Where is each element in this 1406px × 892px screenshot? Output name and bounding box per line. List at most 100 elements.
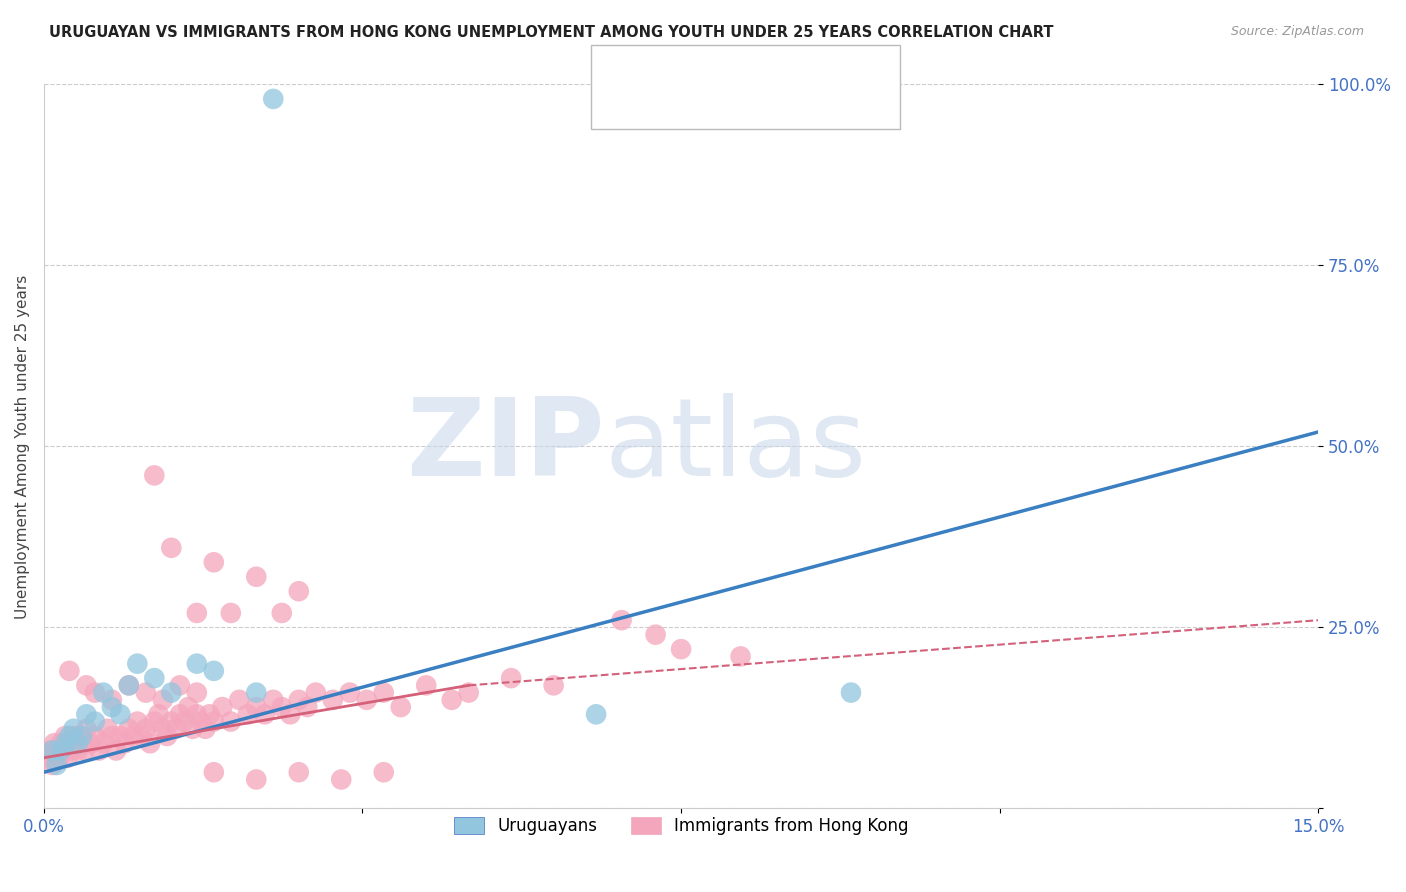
- Point: [457, 685, 479, 699]
- Point: [131, 729, 153, 743]
- Point: [202, 765, 225, 780]
- Point: [66, 743, 89, 757]
- Point: [75, 722, 97, 736]
- Point: [186, 606, 208, 620]
- Point: [58, 736, 80, 750]
- Point: [186, 657, 208, 671]
- Point: [211, 700, 233, 714]
- Text: ZIP: ZIP: [406, 393, 605, 500]
- Point: [501, 671, 523, 685]
- Point: [122, 729, 145, 743]
- Point: [190, 714, 212, 729]
- Point: [165, 722, 187, 736]
- Point: [41, 743, 63, 757]
- Point: [70, 736, 93, 750]
- Point: [52, 743, 75, 757]
- Point: [287, 584, 309, 599]
- Point: [169, 707, 191, 722]
- Point: [79, 736, 101, 750]
- Point: [143, 671, 166, 685]
- Point: [287, 765, 309, 780]
- Point: [69, 729, 91, 743]
- Point: [202, 714, 225, 729]
- Text: atlas: atlas: [605, 393, 866, 500]
- Point: [160, 685, 183, 699]
- Point: [198, 707, 221, 722]
- Legend: Uruguayans, Immigrants from Hong Kong: Uruguayans, Immigrants from Hong Kong: [446, 809, 917, 844]
- Point: [160, 714, 183, 729]
- Point: [610, 613, 633, 627]
- Point: [669, 642, 692, 657]
- Point: [152, 693, 174, 707]
- Point: [373, 765, 395, 780]
- Point: [135, 722, 157, 736]
- Point: [339, 685, 361, 699]
- Point: [135, 685, 157, 699]
- Text: R =: R =: [641, 64, 681, 82]
- Point: [202, 664, 225, 678]
- Point: [644, 628, 666, 642]
- Point: [160, 541, 183, 555]
- Point: [356, 693, 378, 707]
- Point: [65, 736, 87, 750]
- Point: [110, 707, 132, 722]
- Point: [245, 772, 267, 787]
- Point: [262, 693, 284, 707]
- Point: [75, 678, 97, 692]
- Point: [49, 736, 72, 750]
- Point: [181, 722, 204, 736]
- Point: [53, 736, 76, 750]
- Point: [37, 751, 59, 765]
- Point: [139, 736, 162, 750]
- Point: [219, 714, 242, 729]
- Point: [169, 678, 191, 692]
- Point: [93, 736, 115, 750]
- Text: 23: 23: [780, 64, 806, 82]
- Text: 0.230: 0.230: [681, 90, 737, 108]
- Point: [177, 700, 200, 714]
- Point: [42, 736, 65, 750]
- Point: [839, 685, 862, 699]
- Point: [53, 729, 76, 743]
- Point: [305, 685, 328, 699]
- Point: [75, 707, 97, 722]
- Point: [83, 714, 105, 729]
- Point: [83, 729, 105, 743]
- Point: [270, 700, 292, 714]
- Point: [70, 729, 93, 743]
- Text: URUGUAYAN VS IMMIGRANTS FROM HONG KONG UNEMPLOYMENT AMONG YOUTH UNDER 25 YEARS C: URUGUAYAN VS IMMIGRANTS FROM HONG KONG U…: [49, 25, 1053, 40]
- Text: R =: R =: [641, 90, 681, 108]
- Point: [270, 606, 292, 620]
- Point: [114, 736, 136, 750]
- Point: [83, 685, 105, 699]
- Point: [39, 743, 62, 757]
- Point: [152, 722, 174, 736]
- Point: [236, 707, 259, 722]
- Point: [202, 555, 225, 569]
- Point: [73, 743, 96, 757]
- Text: 0.313: 0.313: [681, 64, 737, 82]
- Text: N =: N =: [733, 90, 785, 108]
- Point: [101, 729, 124, 743]
- Point: [173, 714, 195, 729]
- Point: [56, 751, 79, 765]
- Point: [118, 678, 141, 692]
- Text: 97: 97: [780, 90, 806, 108]
- Point: [48, 751, 70, 765]
- Point: [262, 92, 284, 106]
- Point: [58, 729, 80, 743]
- Point: [66, 736, 89, 750]
- Point: [245, 685, 267, 699]
- Point: [186, 685, 208, 699]
- Y-axis label: Unemployment Among Youth under 25 years: Unemployment Among Youth under 25 years: [15, 275, 30, 618]
- Point: [45, 758, 67, 772]
- Point: [219, 606, 242, 620]
- Point: [87, 743, 110, 757]
- Point: [118, 722, 141, 736]
- Point: [105, 743, 128, 757]
- Point: [143, 468, 166, 483]
- Point: [287, 693, 309, 707]
- Point: [118, 678, 141, 692]
- Point: [278, 707, 301, 722]
- Point: [148, 707, 170, 722]
